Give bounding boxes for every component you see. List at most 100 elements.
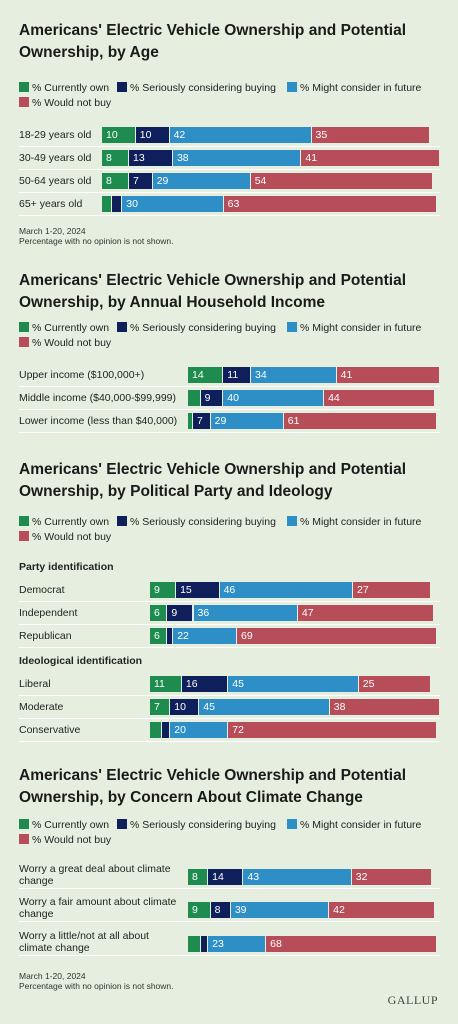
bar-segment-might-consider: [210, 413, 283, 429]
bar-value-label: 10: [139, 129, 152, 141]
bar-value-label: 7: [154, 701, 160, 713]
bar-value-label: 8: [106, 175, 112, 187]
bar-segment-currently-own: [102, 196, 112, 212]
legend-label: % Might consider in future: [300, 819, 422, 831]
legend-swatch: [117, 516, 127, 526]
bar-segment-might-consider: [170, 722, 228, 738]
legend-item-might-consider: % Might consider in future: [287, 322, 421, 334]
legend-item-might-consider: % Might consider in future: [287, 819, 421, 831]
bar-value-label: 8: [106, 152, 112, 164]
row-label: 30-49 years old: [19, 152, 92, 164]
bar-value-label: 27: [357, 584, 369, 596]
bar-value-label: 41: [340, 369, 353, 381]
bar-value-label: 25: [362, 678, 375, 690]
bar-value-label: 46: [223, 584, 236, 596]
bar-segment-might-consider: [208, 936, 266, 952]
bar-value-label: 29: [214, 415, 227, 427]
row-label: Upper income ($100,000+): [19, 369, 145, 381]
bar-value-label: 9: [154, 584, 160, 596]
bar-segment-might-consider: [230, 902, 329, 918]
bar-segment-would-not-buy: [336, 367, 439, 383]
bar-value-label: 7: [133, 175, 139, 187]
bar-value-label: 69: [241, 630, 253, 642]
bar-value-label: 63: [227, 198, 240, 210]
legend-item-seriously-considering: % Seriously considering buying: [117, 322, 276, 334]
bar-segment-seriously-considering: [170, 699, 199, 715]
row-divider: [19, 169, 440, 170]
bar-segment-would-not-buy: [351, 869, 432, 885]
bar-segment-seriously-considering: [200, 390, 223, 406]
bar-segment-would-not-buy: [358, 676, 431, 692]
bar-segment-seriously-considering: [210, 902, 230, 918]
chart-title: Americans' Electric Vehicle Ownership an…: [19, 461, 407, 500]
bar-segment-would-not-buy: [329, 699, 439, 715]
bar-segment-might-consider: [193, 605, 297, 621]
bar-segment-currently-own: [102, 127, 135, 143]
bar-segment-currently-own: [188, 390, 200, 406]
bar-value-label: 32: [355, 871, 368, 883]
row-divider: [19, 386, 440, 387]
bar-segment-would-not-buy: [353, 582, 431, 598]
legend-item-currently-own: % Currently own: [19, 819, 109, 831]
chart-title: Americans' Electric Vehicle Ownership an…: [19, 767, 407, 806]
bar-segment-seriously-considering: [208, 869, 243, 885]
legend-swatch: [19, 834, 29, 844]
bar-segment-would-not-buy: [297, 605, 434, 621]
legend-label: % Currently own: [32, 322, 110, 334]
bar-segment-would-not-buy: [266, 936, 437, 952]
footnote: March 1-20, 2024: [19, 971, 86, 981]
bar-segment-would-not-buy: [329, 902, 434, 918]
bar-segment-might-consider: [173, 628, 236, 644]
legend-label: % Currently own: [32, 516, 110, 528]
bar-value-label: 30: [126, 198, 138, 210]
bar-value-label: 41: [305, 152, 318, 164]
legend-item-would-not-buy: % Would not buy: [19, 531, 111, 543]
bar-segment-might-consider: [152, 173, 250, 189]
legend-item-currently-own: % Currently own: [19, 322, 109, 334]
legend-swatch: [19, 82, 29, 92]
row-divider: [19, 718, 440, 719]
bar-segment-seriously-considering: [167, 628, 173, 644]
row-label: Worry a great deal about climate change: [19, 863, 171, 887]
chart-title: Americans' Electric Vehicle Ownership an…: [19, 272, 407, 311]
bar-segment-might-consider: [243, 869, 351, 885]
legend-swatch: [19, 516, 29, 526]
row-label: 65+ years old: [19, 198, 83, 210]
legend-item-might-consider: % Might consider in future: [287, 82, 421, 94]
group-label: Party identification: [19, 561, 114, 573]
legend-item-would-not-buy: % Would not buy: [19, 97, 111, 109]
row-label: Lower income (less than $40,000): [19, 415, 178, 427]
bar-segment-might-consider: [169, 127, 311, 143]
legend-swatch: [19, 819, 29, 829]
bar-segment-would-not-buy: [324, 390, 434, 406]
legend-label: % Seriously considering buying: [130, 82, 276, 94]
bar-value-label: 13: [133, 152, 145, 164]
legend-item-might-consider: % Might consider in future: [287, 516, 421, 528]
legend-item-seriously-considering: % Seriously considering buying: [117, 516, 276, 528]
bar-segment-currently-own: [150, 676, 181, 692]
legend-swatch: [19, 337, 29, 347]
legend-label: % Would not buy: [32, 97, 112, 109]
bar-value-label: 11: [227, 369, 239, 381]
bar-value-label: 22: [177, 630, 189, 642]
group-label: Ideological identification: [19, 655, 143, 667]
bar-value-label: 7: [197, 415, 203, 427]
bar-segment-seriously-considering: [193, 413, 210, 429]
row-label: 18-29 years old: [19, 129, 92, 141]
legend-swatch: [287, 322, 297, 332]
bar-segment-seriously-considering: [161, 722, 170, 738]
bar-value-label: 39: [234, 904, 247, 916]
row-divider: [19, 192, 440, 193]
bar-segment-currently-own: [102, 173, 129, 189]
bar-segment-seriously-considering: [112, 196, 122, 212]
legend-label: % Might consider in future: [300, 516, 422, 528]
bar-segment-would-not-buy: [301, 150, 439, 166]
bar-segment-would-not-buy: [250, 173, 433, 189]
bar-segment-might-consider: [122, 196, 223, 212]
row-divider: [19, 741, 440, 742]
bar-value-label: 40: [227, 392, 239, 404]
legend-label: % Would not buy: [32, 337, 112, 349]
row-divider: [19, 695, 440, 696]
bar-segment-currently-own: [150, 699, 170, 715]
row-divider: [19, 432, 440, 433]
